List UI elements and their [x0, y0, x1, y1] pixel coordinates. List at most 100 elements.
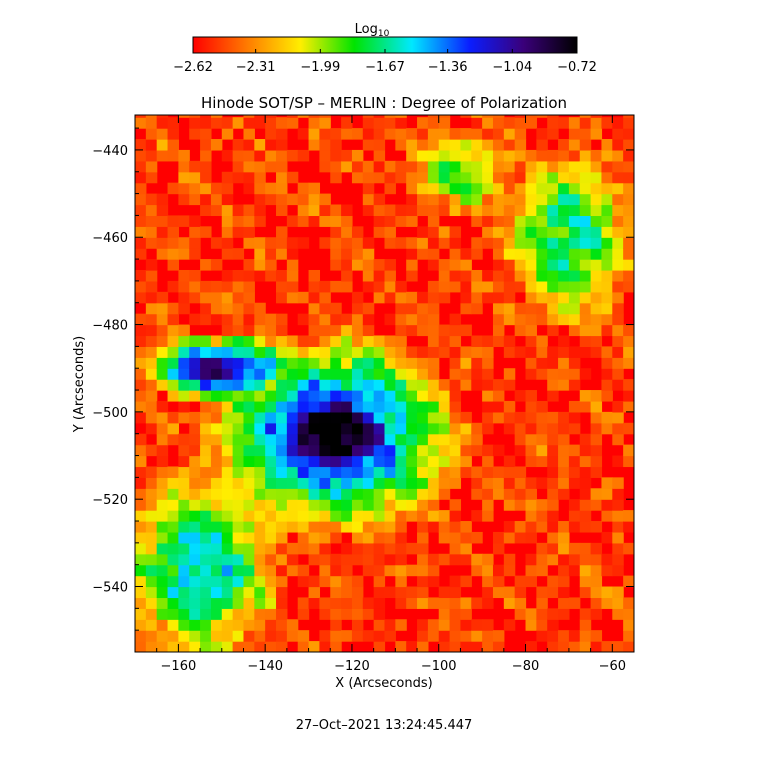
heatmap-cell	[492, 335, 505, 347]
heatmap-cell	[319, 641, 331, 652]
heatmap-cell	[276, 422, 288, 435]
heatmap-cell	[395, 117, 407, 129]
heatmap-cell	[156, 455, 169, 468]
heatmap-cell	[319, 477, 331, 489]
heatmap-cell	[178, 499, 190, 511]
heatmap-cell	[514, 259, 527, 271]
heatmap-cell	[395, 521, 407, 533]
plot-frame	[134, 114, 635, 653]
heatmap-cell	[156, 117, 169, 129]
heatmap-cell	[471, 335, 483, 347]
heatmap-cell	[200, 149, 212, 162]
heatmap-cell	[167, 531, 179, 544]
heatmap-cell	[623, 115, 634, 118]
heatmap-cell	[568, 499, 581, 511]
heatmap-cell	[482, 346, 494, 358]
heatmap-cell	[482, 510, 494, 522]
heatmap-cell	[243, 346, 255, 358]
heatmap-cell	[200, 291, 212, 304]
heatmap-cell	[449, 346, 462, 358]
heatmap-cell	[156, 510, 169, 522]
heatmap-cell	[330, 575, 342, 588]
heatmap-cell	[286, 510, 299, 522]
heatmap-cell	[449, 280, 462, 293]
heatmap-cell	[395, 171, 407, 184]
heatmap-cell	[243, 510, 255, 522]
heatmap-cell	[156, 630, 169, 642]
heatmap-cell	[492, 269, 505, 282]
heatmap-cell	[547, 586, 559, 599]
heatmap-cell	[265, 466, 277, 478]
heatmap-cell	[417, 586, 429, 599]
heatmap-cell	[427, 444, 440, 457]
heatmap-cell	[536, 204, 548, 217]
heatmap-cell	[200, 368, 212, 380]
heatmap-cell	[623, 226, 634, 238]
heatmap-cell	[558, 237, 570, 249]
heatmap-cell	[200, 193, 212, 206]
heatmap-cell	[167, 335, 179, 347]
heatmap-cell	[525, 390, 537, 402]
heatmap-cell	[286, 259, 299, 271]
heatmap-cell	[265, 193, 277, 206]
heatmap-cell	[297, 477, 310, 489]
heatmap-cell	[449, 269, 462, 282]
heatmap-cell	[286, 115, 299, 118]
heatmap-cell	[558, 433, 570, 446]
heatmap-cell	[276, 379, 288, 391]
heatmap-cell	[612, 433, 624, 446]
heatmap-cell	[200, 313, 212, 326]
heatmap-cell	[341, 117, 353, 129]
heatmap-cell	[362, 335, 375, 347]
heatmap-cell	[265, 379, 277, 391]
heatmap-cell	[525, 160, 537, 173]
heatmap-cell	[427, 553, 440, 566]
heatmap-cell	[210, 335, 223, 347]
heatmap-cell	[362, 193, 375, 206]
heatmap-cell	[200, 466, 212, 478]
heatmap-cell	[319, 139, 331, 151]
heatmap-cell	[503, 379, 516, 391]
heatmap-cell	[156, 521, 169, 533]
heatmap-cell	[308, 422, 321, 435]
heatmap-cell	[232, 630, 245, 642]
heatmap-cell	[503, 597, 516, 609]
heatmap-cell	[221, 510, 234, 522]
heatmap-cell	[330, 597, 342, 609]
heatmap-cell	[492, 390, 505, 402]
heatmap-cell	[547, 269, 559, 282]
heatmap-cell	[601, 379, 613, 391]
heatmap-cell	[612, 128, 624, 140]
heatmap-cell	[156, 128, 169, 140]
heatmap-cell	[221, 411, 234, 424]
heatmap-cell	[536, 215, 548, 227]
axis-ticks: −160 −140 −120 −100 −80 −60−440−460−480−500−5…	[92, 115, 635, 674]
heatmap-cell	[482, 575, 494, 588]
heatmap-cell	[156, 368, 169, 380]
heatmap-cell	[601, 139, 613, 151]
heatmap-cell	[373, 291, 386, 304]
heatmap-cell	[449, 422, 462, 435]
heatmap-cell	[178, 182, 190, 195]
heatmap-cell	[568, 368, 581, 380]
heatmap-cell	[232, 499, 245, 511]
heatmap-cell	[210, 115, 223, 118]
heatmap-cell	[156, 313, 169, 326]
heatmap-cell	[417, 149, 429, 162]
heatmap-cell	[417, 575, 429, 588]
heatmap-cell	[395, 586, 407, 599]
heatmap-cell	[254, 193, 266, 206]
heatmap-cell	[178, 510, 190, 522]
heatmap-cell	[178, 597, 190, 609]
heatmap-cell	[590, 400, 603, 413]
heatmap-cell	[200, 204, 212, 217]
heatmap-cell	[492, 641, 505, 652]
heatmap-cell	[590, 128, 603, 140]
heatmap-cell	[362, 553, 375, 566]
heatmap-cell	[276, 193, 288, 206]
heatmap-cell	[189, 115, 201, 118]
heatmap-cell	[623, 357, 634, 369]
heatmap-cell	[547, 291, 559, 304]
heatmap-cell	[547, 411, 559, 424]
heatmap-cell	[362, 433, 375, 446]
